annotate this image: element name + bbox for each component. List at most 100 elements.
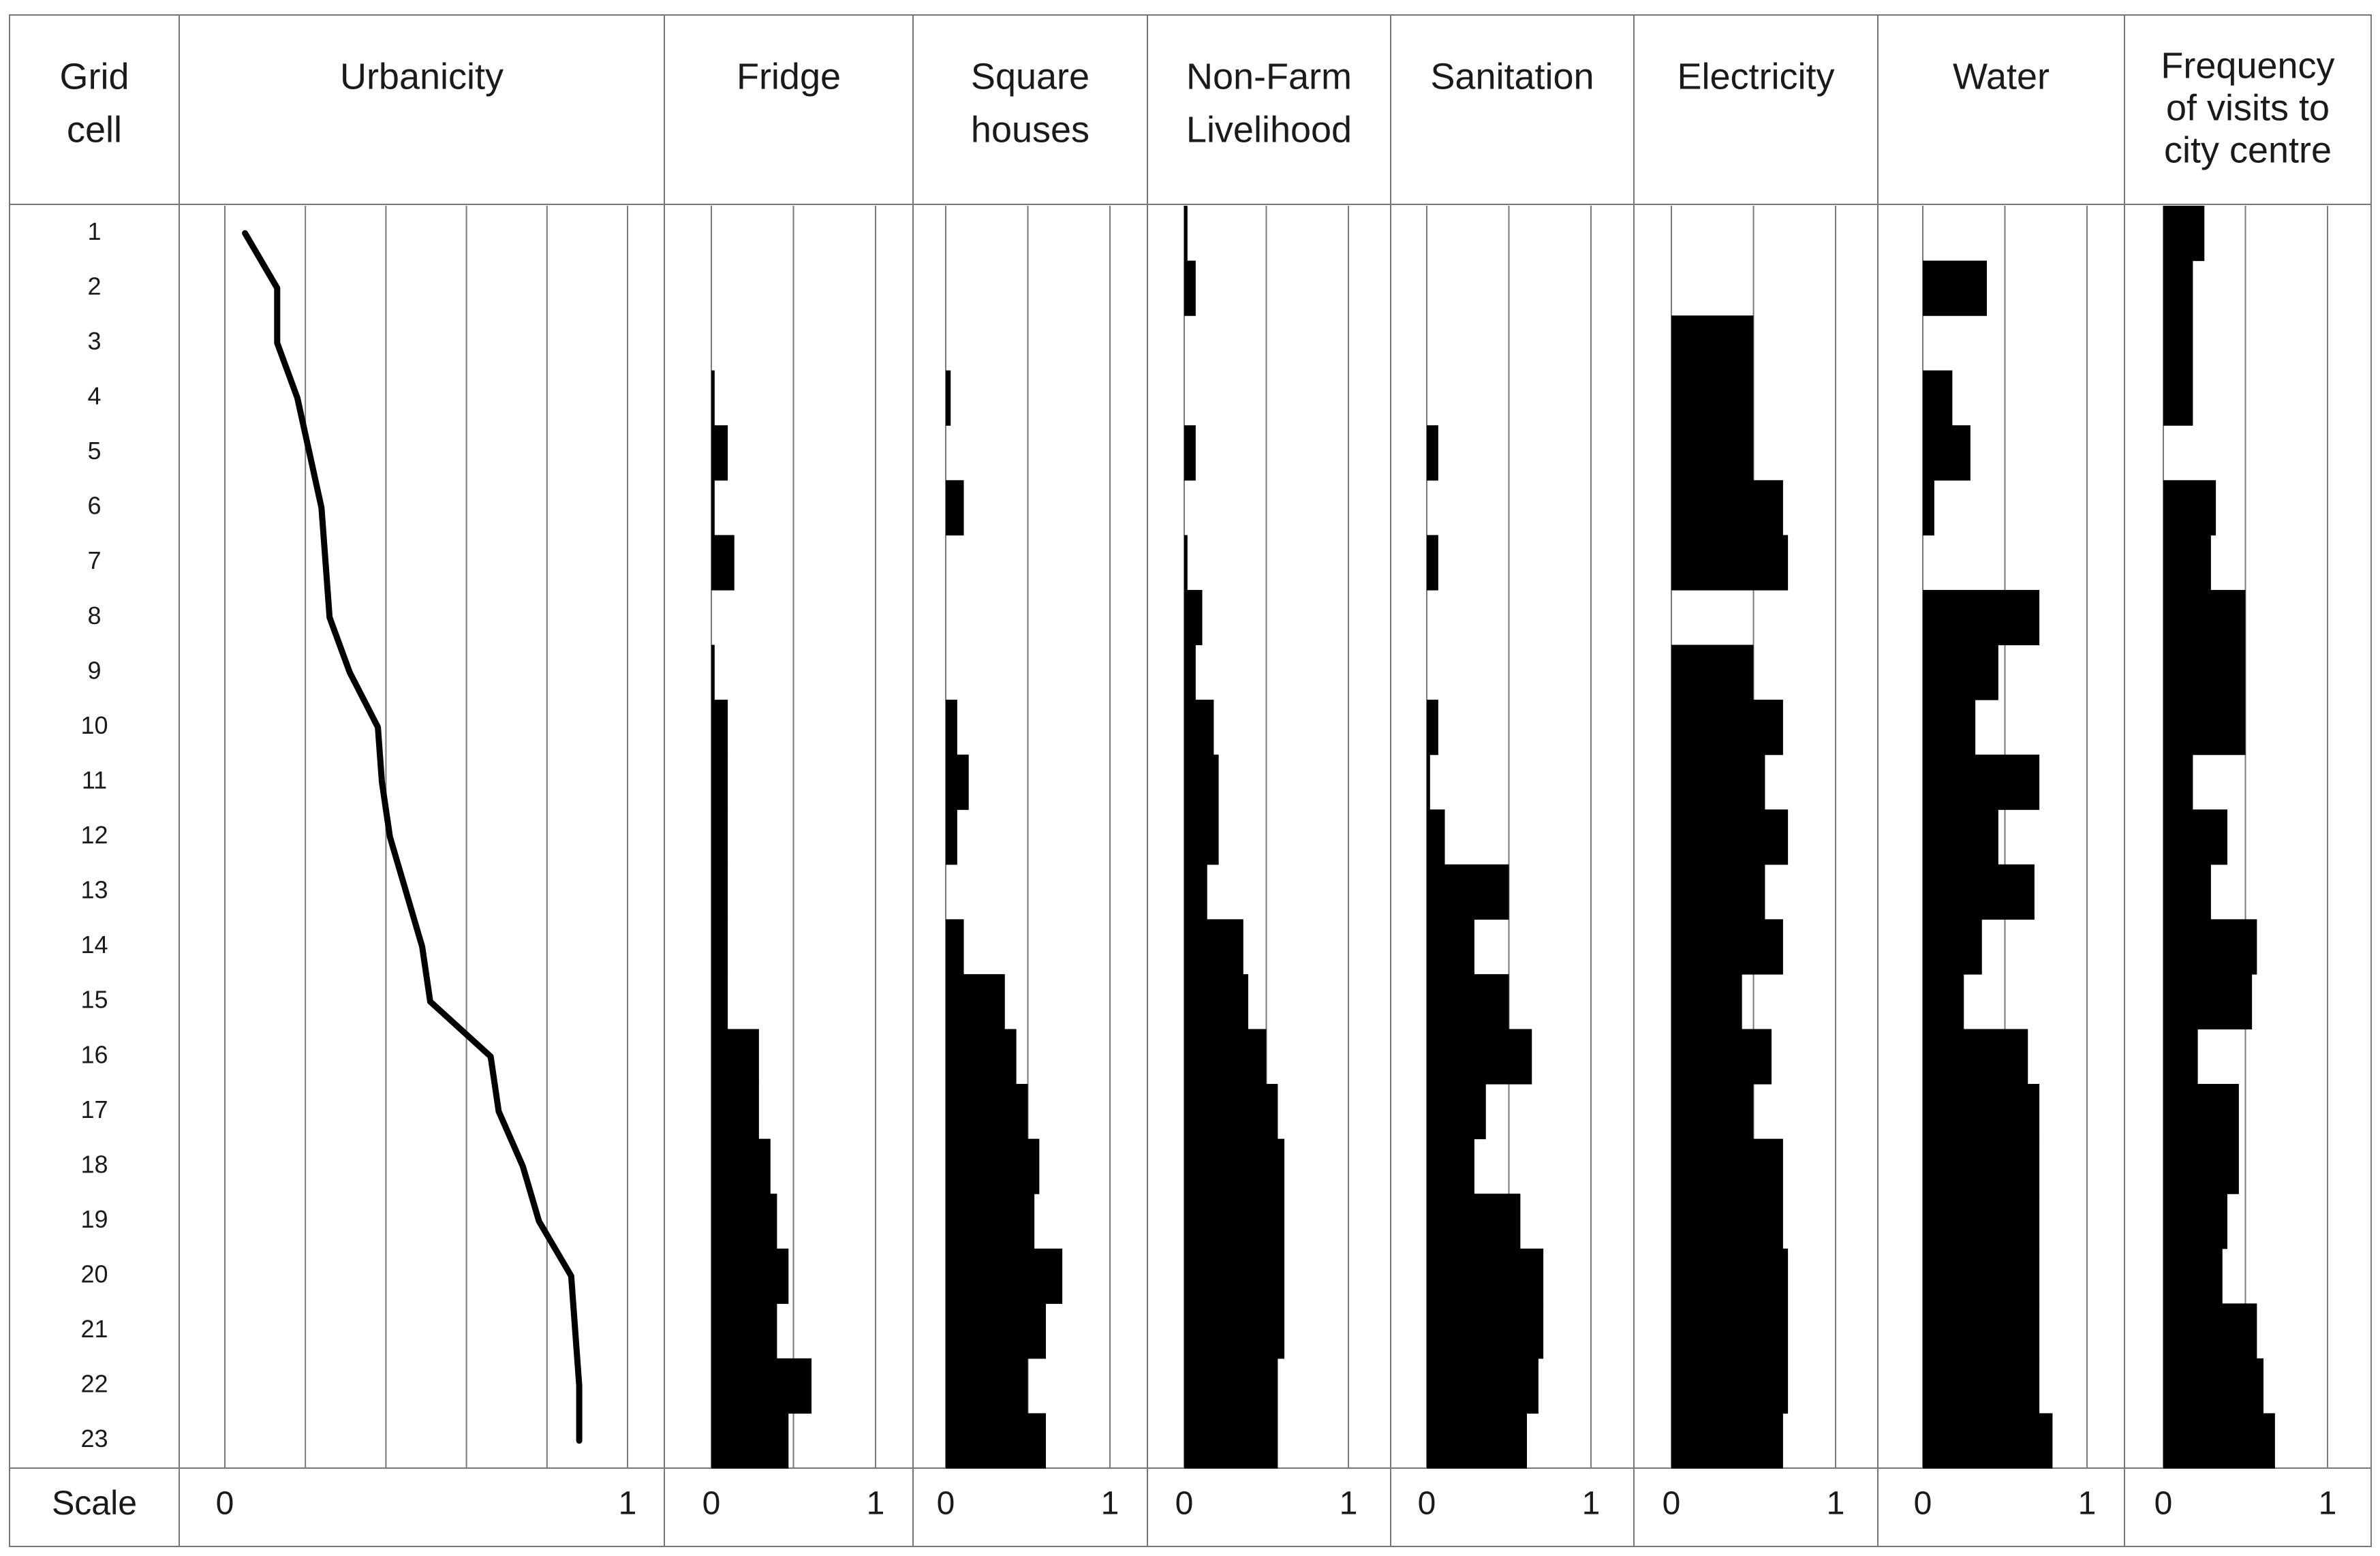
- frequency-of-visits-to-city-centre-bar: [2163, 535, 2211, 591]
- grid-cell-label: 20: [80, 1260, 108, 1288]
- grid-cell-label: 15: [80, 986, 108, 1014]
- electricity-bar: [1671, 480, 1783, 535]
- square-houses-series: [946, 370, 1063, 1469]
- electricity-series: [1671, 315, 1789, 1469]
- electricity-bar: [1671, 315, 1754, 371]
- square-houses-bar: [946, 1194, 1035, 1249]
- grid-cell-label: 17: [80, 1095, 108, 1123]
- frequency-of-visits-to-city-centre-bar: [2163, 1194, 2227, 1249]
- fridge-bar: [711, 535, 735, 591]
- grid-cell-label: 14: [80, 931, 108, 959]
- non-farm-livelihood-bar: [1184, 1084, 1278, 1140]
- electricity-bar: [1671, 1138, 1783, 1194]
- grid-cell-label: 19: [80, 1205, 108, 1233]
- water-bar: [1923, 1358, 2040, 1414]
- fridge-bar: [711, 974, 728, 1030]
- sanitation-bar: [1427, 809, 1445, 865]
- water-bar: [1923, 754, 2040, 810]
- water-bar: [1923, 425, 1971, 481]
- scale-min-tick-label: 0: [1418, 1486, 1436, 1522]
- frequency-of-visits-to-city-centre-bar: [2163, 589, 2246, 646]
- non-farm-livelihood-bar: [1184, 589, 1203, 646]
- grid-cell-label: 18: [80, 1150, 108, 1178]
- scale-label: Scale: [52, 1484, 137, 1522]
- square-houses-bar: [946, 1303, 1047, 1359]
- frequency-of-visits-to-city-centre-bar: [2163, 1138, 2239, 1194]
- electricity-bar: [1671, 1194, 1783, 1249]
- fridge-bar: [711, 809, 728, 865]
- non-farm-livelihood-bar: [1184, 809, 1219, 865]
- electricity-bar: [1671, 1029, 1772, 1085]
- sanitation-bar: [1427, 754, 1430, 810]
- scale-min-tick-label: 0: [1914, 1486, 1932, 1522]
- fridge-bar: [711, 370, 715, 426]
- sanitation-bar: [1427, 1194, 1521, 1249]
- fridge-bar: [711, 425, 728, 481]
- grid-cell-label: 11: [82, 766, 107, 794]
- water-header: Water: [1953, 56, 2050, 97]
- non-farm-livelihood-bar: [1184, 1413, 1278, 1469]
- scale-max-tick-label: 1: [2319, 1486, 2337, 1522]
- frequency-of-visits-to-city-centre-bar: [2163, 974, 2253, 1030]
- frequency-of-visits-to-city-centre-bar: [2163, 1303, 2257, 1359]
- fridge-bar: [711, 754, 728, 810]
- square-houses-header: houses: [971, 109, 1089, 150]
- non-farm-livelihood-bar: [1184, 425, 1196, 481]
- frequency-of-visits-to-city-centre-bar: [2163, 644, 2246, 700]
- grid-cell-label: 13: [80, 876, 108, 904]
- scale-min-tick-label: 0: [702, 1486, 721, 1522]
- non-farm-livelihood-bar: [1184, 206, 1188, 262]
- fridge-header: Fridge: [737, 56, 841, 97]
- fridge-bar: [711, 1358, 812, 1414]
- square-houses-bar: [946, 1413, 1047, 1469]
- fridge-bar: [711, 1413, 789, 1469]
- scale-max-tick-label: 1: [1827, 1486, 1845, 1522]
- sanitation-series: [1427, 425, 1544, 1469]
- non-farm-livelihood-bar: [1184, 1029, 1267, 1085]
- electricity-bar: [1671, 644, 1754, 700]
- scale-max-tick-label: 1: [1340, 1486, 1358, 1522]
- sanitation-bar: [1427, 1358, 1539, 1414]
- fridge-bar: [711, 1138, 771, 1194]
- sanitation-bar: [1427, 864, 1509, 920]
- electricity-bar: [1671, 754, 1765, 810]
- sanitation-bar: [1427, 425, 1438, 481]
- grid-cell-label: 6: [87, 492, 101, 520]
- grid-cell-label: 12: [80, 821, 108, 849]
- non-farm-livelihood-bar: [1184, 1138, 1285, 1194]
- non-farm-livelihood-bar: [1184, 864, 1207, 920]
- scale-max-tick-label: 1: [867, 1486, 885, 1522]
- square-houses-bar: [946, 919, 964, 975]
- frequency-of-visits-to-city-centre-bar: [2163, 1413, 2275, 1469]
- scale-max-tick-label: 1: [2078, 1486, 2097, 1522]
- grid-cell-label: 3: [87, 327, 101, 355]
- frequency-of-visits-to-city-centre-bar: [2163, 1084, 2239, 1140]
- scale-max-tick-label: 1: [619, 1486, 637, 1522]
- grid-cell-label: 16: [80, 1040, 108, 1068]
- frequency-of-visits-to-city-centre-bar: [2163, 1029, 2198, 1085]
- scale-max-tick-label: 1: [1101, 1486, 1119, 1522]
- fridge-bar: [711, 1084, 759, 1140]
- non-farm-livelihood-bar: [1184, 644, 1196, 700]
- scale-min-tick-label: 0: [937, 1486, 955, 1522]
- water-bar: [1923, 260, 1987, 316]
- water-bar: [1923, 1194, 2040, 1249]
- fridge-bar: [711, 700, 728, 756]
- square-houses-bar: [946, 700, 957, 756]
- non-farm-livelihood-bar: [1184, 754, 1219, 810]
- frequency-of-visits-to-city-centre-header: of visits to: [2166, 87, 2330, 128]
- water-bar: [1923, 1084, 2040, 1140]
- sanitation-bar: [1427, 1029, 1532, 1085]
- frequency-of-visits-to-city-centre-series: [2163, 206, 2275, 1469]
- frequency-of-visits-to-city-centre-bar: [2163, 206, 2205, 262]
- sanitation-bar: [1427, 1413, 1528, 1469]
- square-houses-bar: [946, 1358, 1028, 1414]
- water-bar: [1923, 1413, 2053, 1469]
- non-farm-livelihood-bar: [1184, 919, 1243, 975]
- frequency-of-visits-to-city-centre-header: city centre: [2164, 129, 2332, 170]
- sanitation-bar: [1427, 1084, 1486, 1140]
- electricity-bar: [1671, 974, 1742, 1030]
- square-houses-bar: [946, 1138, 1040, 1194]
- grid-cell-label: 4: [87, 382, 101, 409]
